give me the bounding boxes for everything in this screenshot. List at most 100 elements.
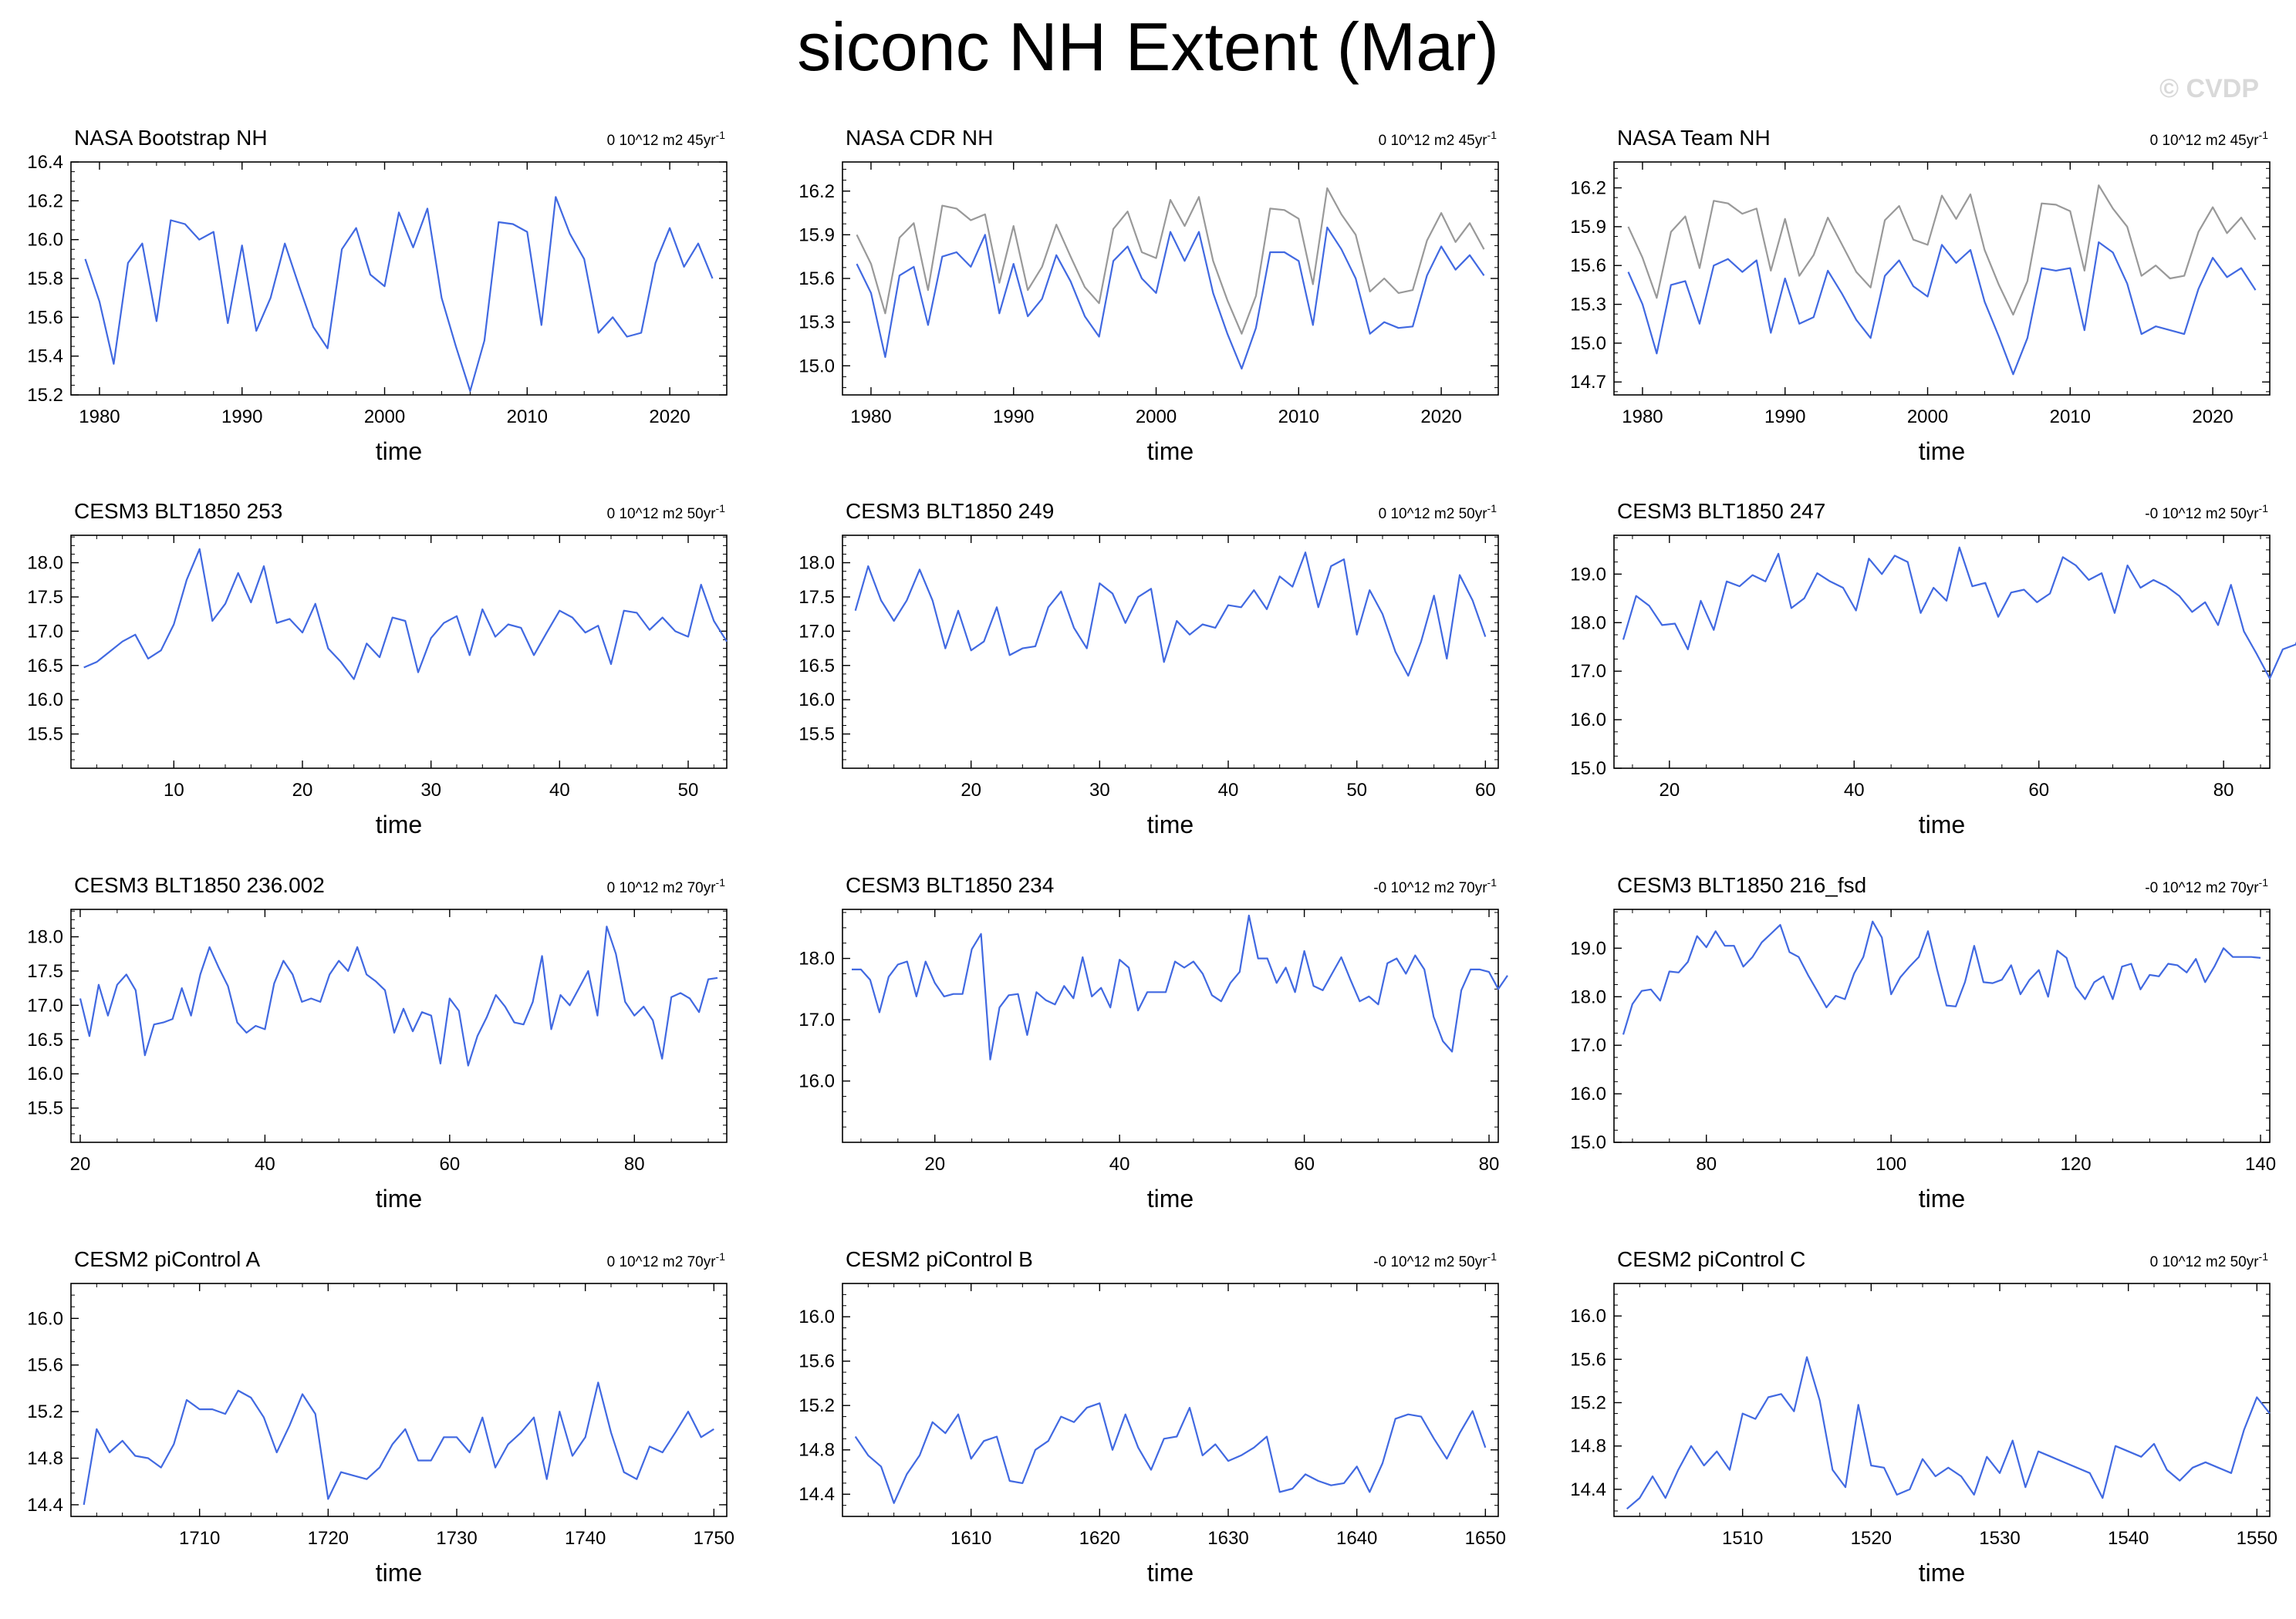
y-tick-label: 16.2 [1570,178,1606,199]
plot-frame [70,161,728,396]
x-tick-label: 50 [1346,780,1367,801]
y-tick-label: 15.6 [27,1355,63,1376]
x-tick-label: 2010 [2050,406,2091,427]
x-tick-label: 40 [549,780,570,801]
trend-label: -0 10^12 m2 50yr-1 [2145,502,2268,522]
plot-frame [1613,1283,2271,1517]
x-axis-label: time [1147,437,1194,465]
y-tick-label: 18.0 [27,927,63,948]
y-tick-label: 16.0 [27,230,63,251]
plot-frame [70,909,728,1143]
y-tick-label: 18.0 [799,553,835,574]
x-tick-label: 1740 [565,1528,606,1549]
y-tick-label: 17.0 [1570,1035,1606,1056]
x-tick-label: 20 [70,1154,91,1175]
series-line-2 [856,226,1485,370]
plot-panel-10: CESM2 piControl A 0 10^12 m2 70yr-1 1710 17… [27,1247,734,1587]
y-tick-label: 17.0 [27,995,63,1016]
y-tick-label: 16.5 [799,656,835,676]
y-tick-label: 15.6 [799,1351,835,1372]
y-tick-label: 14.8 [27,1449,63,1469]
y-tick-label: 19.0 [1570,564,1606,585]
x-tick-label: 2020 [649,406,690,427]
y-tick-label: 15.3 [799,312,835,333]
y-tick-label: 15.6 [1570,255,1606,276]
panel-title: CESM3 BLT1850 247 [1617,499,1825,523]
trend-label: 0 10^12 m2 45yr-1 [1379,129,1497,149]
y-tick-label: 15.2 [27,1401,63,1422]
x-tick-label: 2000 [1136,406,1177,427]
series-line-1 [83,1381,714,1506]
panel-title: CESM2 piControl B [846,1247,1033,1271]
series-line-1 [1622,546,2296,680]
y-tick-label: 17.0 [27,621,63,642]
x-tick-label: 2010 [507,406,548,427]
x-tick-label: 1990 [993,406,1034,427]
y-tick-label: 15.0 [1570,333,1606,354]
trend-label: 0 10^12 m2 50yr-1 [1379,502,1497,522]
trend-label: 0 10^12 m2 50yr-1 [607,502,726,522]
y-tick-label: 15.9 [799,224,835,245]
y-tick-label: 14.4 [1570,1479,1606,1500]
y-tick-label: 16.0 [1570,710,1606,730]
trend-label: -0 10^12 m2 50yr-1 [1373,1250,1497,1270]
series-line-1 [856,187,1485,335]
plot-frame [842,909,1499,1143]
plot-frame [70,535,728,769]
x-axis-label: time [1147,1559,1194,1587]
plot-panel-11: CESM2 piControl B -0 10^12 m2 50yr-1 1610 1… [799,1247,1506,1587]
x-tick-label: 80 [1479,1154,1500,1175]
plot-frame [1613,161,2271,396]
x-tick-label: 1630 [1207,1528,1248,1549]
x-tick-label: 2020 [1420,406,1461,427]
trend-label: -0 10^12 m2 70yr-1 [2145,876,2268,896]
panel-title: NASA Bootstrap NH [74,126,268,150]
x-tick-label: 20 [961,780,981,801]
x-tick-label: 40 [1218,780,1239,801]
x-tick-label: 1510 [1722,1528,1763,1549]
y-tick-label: 16.0 [1570,1306,1606,1327]
plot-panel-4: CESM3 BLT1850 253 0 10^12 m2 50yr-1 10 20 30… [27,499,728,838]
x-tick-label: 1980 [1622,406,1663,427]
series-line-1 [854,551,1487,677]
x-tick-label: 1730 [436,1528,477,1549]
plot-panel-7: CESM3 BLT1850 236.002 0 10^12 m2 70yr-1 20… [27,873,728,1213]
y-tick-label: 17.5 [27,961,63,982]
x-tick-label: 1530 [1979,1528,2020,1549]
x-axis-label: time [376,811,422,838]
x-tick-label: 80 [624,1154,645,1175]
x-tick-label: 1610 [950,1528,991,1549]
plot-frame [842,535,1499,769]
x-tick-label: 1540 [2108,1528,2149,1549]
y-tick-label: 14.4 [799,1484,835,1505]
x-tick-label: 40 [255,1154,275,1175]
x-tick-label: 40 [1109,1154,1130,1175]
x-tick-label: 1990 [1764,406,1805,427]
x-tick-label: 10 [164,780,184,801]
plot-frame [1613,535,2271,769]
y-tick-label: 16.2 [27,191,63,211]
y-tick-label: 16.2 [799,181,835,202]
x-tick-label: 80 [1696,1154,1717,1175]
x-tick-label: 140 [2245,1154,2276,1175]
x-tick-label: 1750 [694,1528,734,1549]
y-tick-label: 15.6 [27,307,63,328]
x-tick-label: 1520 [1851,1528,1892,1549]
y-tick-label: 14.8 [799,1440,835,1461]
y-tick-label: 15.6 [1570,1349,1606,1370]
x-tick-label: 1620 [1079,1528,1120,1549]
x-tick-label: 30 [420,780,441,801]
y-tick-label: 16.0 [27,1064,63,1084]
y-tick-label: 16.0 [1570,1084,1606,1105]
y-tick-label: 15.5 [799,724,835,745]
plot-frame [1613,909,2271,1143]
y-tick-label: 16.5 [27,1030,63,1051]
x-tick-label: 1990 [221,406,262,427]
y-tick-label: 17.0 [799,1010,835,1030]
y-tick-label: 15.3 [1570,295,1606,315]
x-tick-label: 2000 [1907,406,1948,427]
series-line-1 [84,196,714,393]
y-tick-label: 17.5 [27,587,63,608]
trend-label: 0 10^12 m2 45yr-1 [2150,129,2269,149]
